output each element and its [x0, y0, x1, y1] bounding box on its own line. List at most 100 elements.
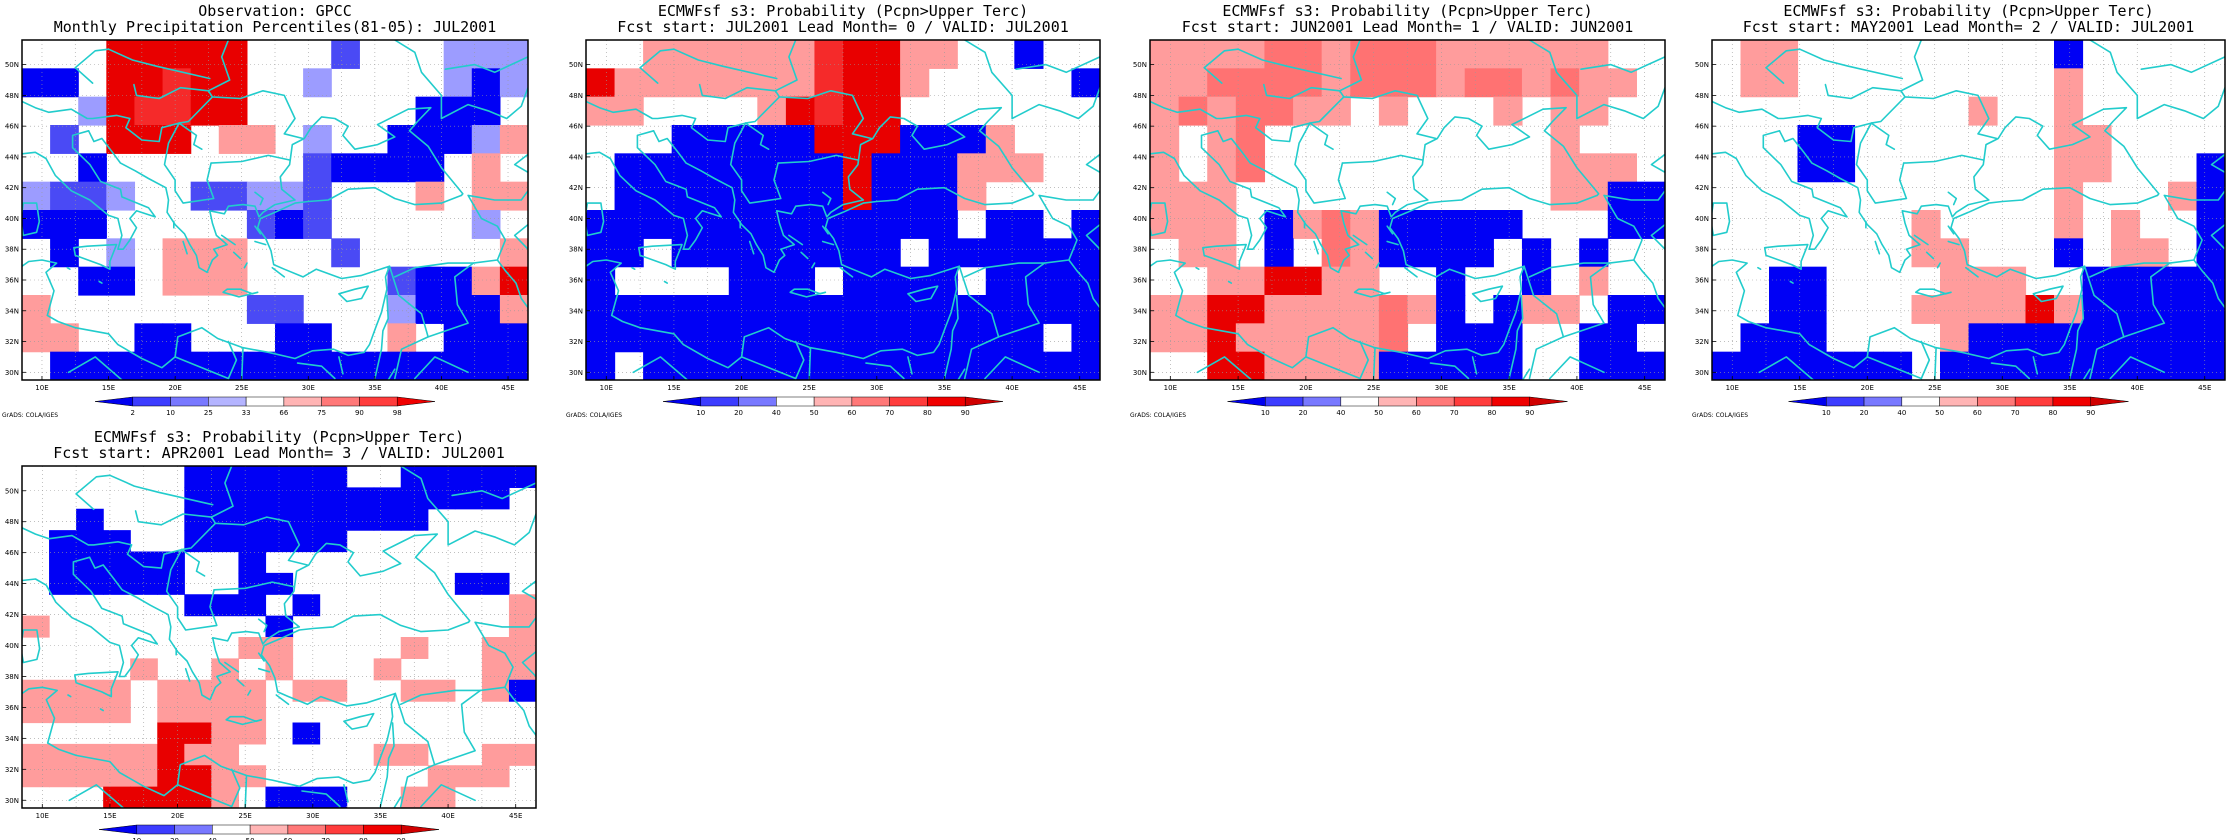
data-cell [614, 181, 644, 211]
data-cell [1740, 40, 1770, 69]
data-cell [499, 351, 528, 380]
data-cell [471, 323, 501, 353]
data-cell [265, 658, 294, 681]
map-frame [1711, 39, 2226, 381]
data-cell [1321, 210, 1351, 239]
data-cell [1636, 210, 1665, 239]
data-cell [481, 679, 510, 702]
data-cell [586, 295, 616, 324]
colorbar-swatch [245, 396, 285, 407]
data-cell [1407, 68, 1437, 98]
x-tick-label: 40E [1570, 384, 1583, 392]
data-cell [728, 295, 758, 324]
data-cell [728, 266, 758, 296]
data-cell [499, 68, 528, 98]
colorbar-label: 10 [166, 409, 175, 417]
data-cell [387, 153, 417, 183]
y-tick-label: 32N [569, 338, 583, 346]
data-cell [843, 96, 873, 126]
data-cell [1607, 295, 1637, 324]
data-cell [481, 466, 510, 488]
data-cell [871, 323, 901, 353]
data-cell [50, 68, 79, 98]
data-cell [728, 210, 758, 239]
data-cell [238, 594, 267, 617]
data-cell [1740, 68, 1770, 98]
data-cell [871, 210, 901, 239]
data-cell [2168, 323, 2198, 353]
data-cell [1521, 266, 1552, 296]
data-cell [49, 551, 77, 574]
data-cell [211, 466, 240, 488]
data-cell [1493, 295, 1523, 324]
data-cell [481, 743, 510, 766]
data-cell [2054, 295, 2084, 324]
data-cell [387, 351, 417, 380]
y-tick-label: 30N [5, 369, 19, 377]
y-tick-label: 50N [1695, 61, 1709, 69]
data-cell [50, 351, 79, 380]
data-cell [130, 765, 158, 788]
data-cell [1493, 210, 1523, 239]
data-cell [443, 351, 473, 380]
data-cell [1407, 295, 1437, 324]
data-cell [415, 153, 445, 183]
x-tick-label: 10E [36, 812, 49, 820]
data-cell [1740, 323, 1770, 353]
data-cell [1607, 153, 1637, 183]
data-cell [1854, 351, 1884, 380]
data-cell [471, 96, 501, 126]
data-cell [292, 786, 321, 808]
x-tick-label: 35E [2063, 384, 2076, 392]
data-cell [1150, 323, 1180, 353]
y-tick-label: 40N [5, 215, 19, 223]
data-cell [1797, 266, 1827, 296]
colorbar-swatch [1977, 396, 2016, 407]
data-cell [106, 238, 136, 268]
data-cell [1493, 40, 1523, 69]
map-subtitle: Monthly Precipitation Percentiles(81-05)… [54, 18, 497, 36]
data-cell [1150, 153, 1180, 183]
x-tick-label: 15E [1231, 384, 1244, 392]
data-cell [471, 40, 501, 69]
y-tick-label: 42N [5, 184, 19, 192]
data-cell [700, 125, 730, 154]
data-cell [586, 68, 616, 98]
data-cell [238, 551, 267, 574]
colorbar: 10 20 40 50 60 70 80 90 [1227, 396, 1568, 417]
data-cell [22, 615, 50, 638]
data-cell [2082, 266, 2112, 296]
data-cell [957, 153, 987, 183]
y-tick-label: 32N [5, 338, 19, 346]
data-cell [671, 181, 701, 211]
data-cell [2196, 323, 2225, 353]
data-cell [871, 40, 901, 69]
data-cell [49, 679, 77, 702]
data-cell [50, 181, 79, 211]
data-cell [76, 551, 104, 574]
data-cell [319, 679, 348, 702]
data-cell [2054, 40, 2084, 69]
data-cell [928, 295, 958, 324]
y-tick-label: 46N [1133, 123, 1147, 131]
data-cell [1407, 210, 1437, 239]
data-cell [1071, 295, 1100, 324]
data-cell [1178, 210, 1208, 239]
data-cell [130, 658, 158, 681]
y-tick-label: 42N [1695, 184, 1709, 192]
data-cell [190, 351, 220, 380]
data-cell [400, 786, 429, 808]
colorbar: 10 20 40 50 60 70 80 90 [662, 396, 1004, 417]
data-cell [481, 765, 510, 788]
data-cell [1579, 266, 1609, 296]
grads-credit: GrADS: COLA/IGES [1130, 412, 1186, 419]
data-cell [1968, 323, 1998, 353]
colorbar-swatch [1529, 396, 1568, 407]
data-cell [757, 210, 787, 239]
data-cell [985, 210, 1015, 239]
data-cell [190, 96, 220, 126]
x-tick-label: 45E [509, 812, 522, 820]
data-cell [985, 238, 1015, 268]
y-tick-label: 46N [569, 123, 583, 131]
data-cell [2168, 295, 2198, 324]
